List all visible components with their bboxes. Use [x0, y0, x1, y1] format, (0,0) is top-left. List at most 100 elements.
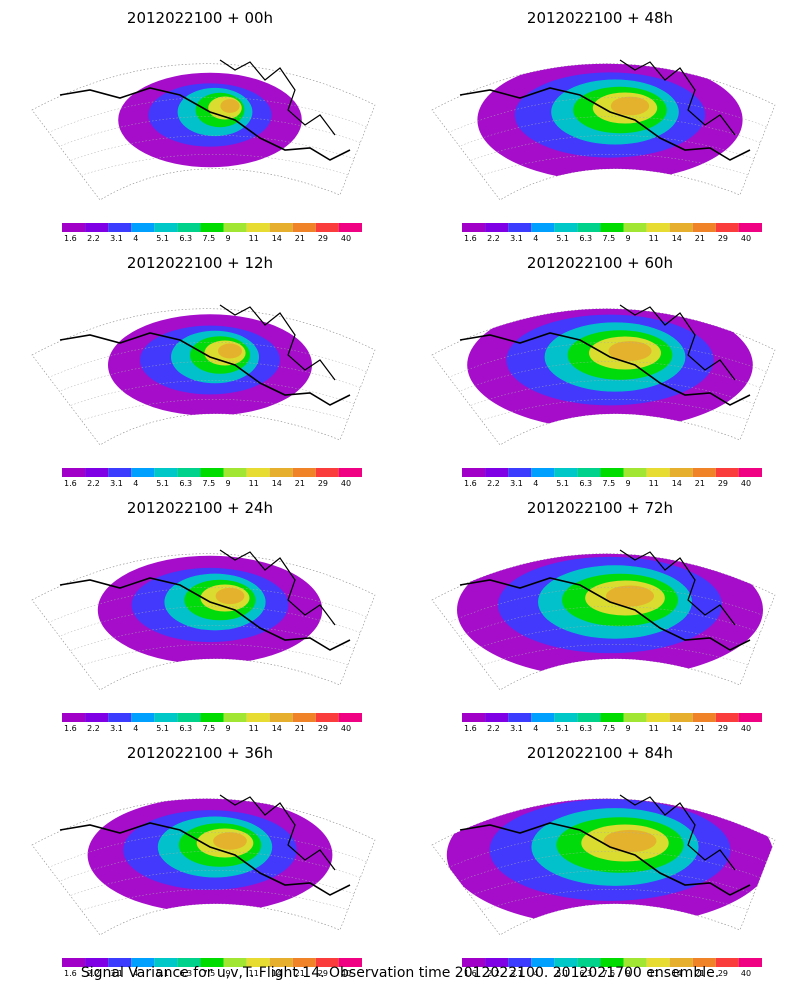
coastline — [219, 549, 336, 626]
coastline — [459, 332, 751, 406]
colorbar-label: 3.1 — [110, 969, 123, 978]
colorbar-swatch — [531, 958, 555, 967]
colorbar-label: 7.5 — [202, 969, 215, 978]
colorbar-swatch — [246, 468, 270, 477]
colorbar-swatch — [131, 223, 155, 232]
colorbar-swatch — [246, 713, 270, 722]
colorbar-label: 14 — [272, 969, 282, 978]
colorbar-swatch — [177, 468, 201, 477]
colorbar-label: 3.1 — [510, 234, 523, 243]
colorbar-label: 29 — [318, 479, 328, 488]
colorbar-swatch — [269, 958, 293, 967]
graticule-line — [32, 361, 375, 404]
colorbar-swatch — [715, 223, 739, 232]
variance-contour — [610, 96, 650, 116]
graticule-line — [32, 832, 375, 876]
colorbar-swatch — [154, 468, 178, 477]
colorbar-label: 9 — [626, 969, 631, 978]
colorbar-swatch — [623, 713, 647, 722]
colorbar-swatch — [292, 223, 316, 232]
colorbar-swatch — [715, 468, 739, 477]
colorbar-swatch — [508, 958, 532, 967]
colorbar-swatch — [223, 713, 247, 722]
colorbar-label: 6.3 — [579, 234, 592, 243]
colorbar-label: 29 — [718, 479, 728, 488]
coastline — [59, 822, 351, 896]
graticule-line — [432, 644, 775, 685]
colorbar-label: 11 — [649, 724, 659, 733]
colorbar-swatch — [692, 958, 716, 967]
colorbar-label: 6.3 — [179, 479, 192, 488]
colorbar-label: 14 — [672, 479, 682, 488]
colorbar-label: 1.6 — [64, 479, 77, 488]
panel-title: 2012022100 + 60h — [527, 254, 673, 272]
coastline — [219, 794, 336, 871]
colorbar-label: 9 — [626, 234, 631, 243]
colorbar-label: 6.3 — [579, 724, 592, 733]
colorbar-label: 5.1 — [156, 969, 169, 978]
colorbar-swatch — [131, 713, 155, 722]
colorbar-swatch — [669, 958, 693, 967]
colorbar-swatch — [715, 713, 739, 722]
colorbar-label: 40 — [341, 234, 351, 243]
colorbar-swatch — [269, 223, 293, 232]
colorbar-label: 4 — [133, 969, 138, 978]
colorbar-label: 1.6 — [64, 969, 77, 978]
colorbar-label: 3.1 — [110, 724, 123, 733]
colorbar-swatch — [131, 958, 155, 967]
colorbar-label: 6.3 — [579, 969, 592, 978]
colorbar-swatch — [108, 223, 132, 232]
colorbar-label: 40 — [341, 479, 351, 488]
colorbar-label: 21 — [295, 969, 305, 978]
colorbar-label: 6.3 — [179, 969, 192, 978]
coastline — [219, 59, 336, 136]
colorbar-swatch — [223, 223, 247, 232]
colorbar-label: 40 — [341, 724, 351, 733]
panel-title: 2012022100 + 24h — [127, 499, 273, 517]
panel-title: 2012022100 + 36h — [127, 744, 273, 762]
colorbar-label: 6.3 — [579, 479, 592, 488]
colorbar-label: 11 — [249, 724, 259, 733]
graticule-line — [32, 851, 375, 894]
colorbar-swatch — [554, 223, 578, 232]
colorbar-swatch — [692, 223, 716, 232]
colorbar-label: 11 — [249, 969, 259, 978]
coastline — [459, 822, 751, 896]
colorbar-label: 7.5 — [602, 479, 615, 488]
panel-title: 2012022100 + 00h — [127, 9, 273, 27]
colorbar-label: 9 — [226, 479, 231, 488]
colorbar-label: 4 — [533, 234, 538, 243]
colorbar-label: 14 — [272, 724, 282, 733]
graticule-line — [432, 399, 775, 440]
colorbar-swatch — [292, 468, 316, 477]
colorbar-swatch — [315, 223, 339, 232]
colorbar-label: 1.6 — [464, 969, 477, 978]
colorbar-swatch — [531, 468, 555, 477]
graticule-line — [32, 116, 375, 159]
map-panel: 2012022100 + 60h 1.6 2.2 3.1 4 5.1 6.3 7.5 9 11 14… — [431, 254, 776, 488]
graticule-line — [32, 154, 375, 195]
colorbar-label: 40 — [741, 479, 751, 488]
colorbar-swatch — [623, 468, 647, 477]
colorbar-swatch — [223, 958, 247, 967]
colorbar-label: 1.6 — [464, 724, 477, 733]
colorbar-swatch — [200, 223, 224, 232]
variance-field — [32, 72, 375, 195]
colorbar-swatch — [485, 468, 509, 477]
graticule-line — [32, 380, 375, 422]
colorbar-swatch — [738, 958, 762, 967]
colorbar-label: 3.1 — [510, 724, 523, 733]
colorbar-label: 11 — [249, 479, 259, 488]
graticule-line — [432, 625, 775, 667]
map-panel: 2012022100 + 00h 1.6 2.2 3.1 4 5.1 6.3 7.5 9 11 14… — [31, 9, 376, 243]
graticule-line — [432, 380, 775, 422]
colorbar-swatch — [223, 468, 247, 477]
colorbar-swatch — [554, 958, 578, 967]
panel-title: 2012022100 + 12h — [127, 254, 273, 272]
coastline — [59, 87, 351, 161]
colorbar-label: 21 — [695, 479, 705, 488]
colorbar-label: 5.1 — [556, 479, 569, 488]
colorbar-label: 4 — [133, 479, 138, 488]
colorbar-swatch — [154, 223, 178, 232]
colorbar-label: 4 — [533, 969, 538, 978]
